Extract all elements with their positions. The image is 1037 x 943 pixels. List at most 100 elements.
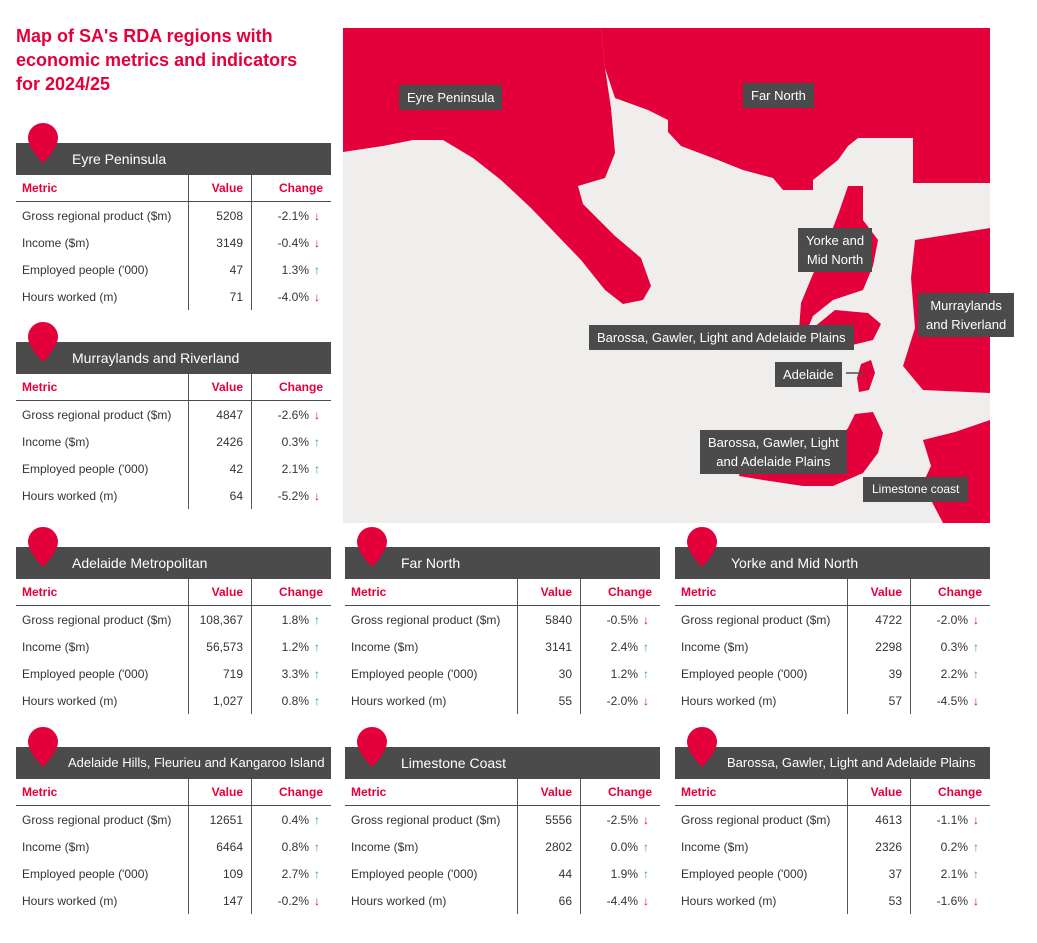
col-header-metric: Metric bbox=[345, 579, 518, 606]
arrow-up-icon: ↑ bbox=[314, 612, 320, 627]
metric-change-cell: 0.8% ↑ bbox=[251, 833, 331, 860]
metric-name: Hours worked (m) bbox=[681, 693, 777, 708]
metric-change: 0.2% bbox=[940, 839, 968, 854]
metric-name: Hours worked (m) bbox=[681, 893, 777, 908]
metric-value: 109 bbox=[188, 860, 252, 887]
metrics-rows: Gross regional product ($m) 5208 -2.1% ↓ Inc… bbox=[16, 201, 331, 310]
location-pin-icon bbox=[28, 527, 58, 567]
map-label-eyre-peninsula: Eyre Peninsula bbox=[399, 85, 503, 110]
metric-change: -2.0% bbox=[606, 693, 638, 708]
table-row: Hours worked (m) 1,027 0.8% ↑ bbox=[16, 687, 331, 714]
arrow-up-icon: ↑ bbox=[314, 262, 320, 277]
map-label-murraylands-riverland: Murraylands and Riverland bbox=[918, 293, 1015, 337]
metric-value: 147 bbox=[188, 887, 252, 914]
table-row: Employed people ('000) 39 2.2% ↑ bbox=[675, 660, 990, 687]
metric-value: 2802 bbox=[517, 833, 581, 860]
location-pin-icon bbox=[687, 727, 717, 767]
metrics-table: Metric Value Change Gross regional produ… bbox=[16, 374, 331, 509]
metric-name: Gross regional product ($m) bbox=[22, 208, 172, 223]
metric-name: Hours worked (m) bbox=[351, 893, 447, 908]
table-row: Employed people ('000) 719 3.3% ↑ bbox=[16, 660, 331, 687]
metric-value: 5556 bbox=[517, 805, 581, 833]
metric-change-cell: -2.0% ↓ bbox=[910, 605, 990, 633]
metrics-rows: Gross regional product ($m) 12651 0.4% ↑ Inc… bbox=[16, 805, 331, 914]
metric-change-cell: 2.7% ↑ bbox=[251, 860, 331, 887]
metric-value: 4722 bbox=[847, 605, 911, 633]
col-header-change: Change bbox=[910, 579, 990, 606]
arrow-down-icon: ↓ bbox=[973, 693, 979, 708]
metric-name: Gross regional product ($m) bbox=[22, 407, 172, 422]
adelaide-pointer-line bbox=[846, 372, 864, 374]
metric-change-cell: 0.4% ↑ bbox=[251, 805, 331, 833]
arrow-up-icon: ↑ bbox=[973, 666, 979, 681]
metric-change-cell: -2.5% ↓ bbox=[580, 805, 660, 833]
metric-change: -0.2% bbox=[277, 893, 309, 908]
col-header-change: Change bbox=[580, 579, 660, 606]
metric-change: -0.4% bbox=[277, 235, 309, 250]
metric-name: Income ($m) bbox=[22, 434, 90, 449]
metric-change-cell: -0.4% ↓ bbox=[251, 229, 331, 256]
col-header-metric: Metric bbox=[16, 374, 189, 401]
metric-name: Income ($m) bbox=[351, 639, 419, 654]
map-label-line: and Riverland bbox=[926, 317, 1007, 332]
metric-change-cell: 1.9% ↑ bbox=[580, 860, 660, 887]
metric-value: 3149 bbox=[188, 229, 252, 256]
arrow-up-icon: ↑ bbox=[314, 812, 320, 827]
arrow-down-icon: ↓ bbox=[973, 612, 979, 627]
table-row: Hours worked (m) 53 -1.6% ↓ bbox=[675, 887, 990, 914]
metric-value: 47 bbox=[188, 256, 252, 283]
metric-change-cell: -1.6% ↓ bbox=[910, 887, 990, 914]
region-card-title: Limestone Coast bbox=[345, 747, 660, 779]
location-pin-icon bbox=[28, 322, 58, 362]
table-row: Hours worked (m) 71 -4.0% ↓ bbox=[16, 283, 331, 310]
table-row: Income ($m) 2298 0.3% ↑ bbox=[675, 633, 990, 660]
arrow-up-icon: ↑ bbox=[973, 639, 979, 654]
map-label-line: Mid North bbox=[806, 252, 864, 267]
metric-name: Income ($m) bbox=[681, 639, 749, 654]
arrow-up-icon: ↑ bbox=[643, 866, 649, 881]
col-header-value: Value bbox=[517, 779, 581, 806]
col-header-value: Value bbox=[188, 374, 252, 401]
location-pin-icon bbox=[28, 727, 58, 767]
metric-name: Employed people ('000) bbox=[22, 666, 149, 681]
region-card: Eyre Peninsula Metric Value Change Gross… bbox=[16, 123, 331, 310]
col-header-metric: Metric bbox=[16, 579, 189, 606]
location-pin-icon bbox=[687, 527, 717, 567]
metric-value: 39 bbox=[847, 660, 911, 687]
map-label-line: and Adelaide Plains bbox=[716, 454, 831, 469]
rda-region-map: Eyre Peninsula Far North Yorke and Mid N… bbox=[343, 28, 1015, 523]
table-row: Gross regional product ($m) 5208 -2.1% ↓ bbox=[16, 201, 331, 229]
metric-change: 2.1% bbox=[281, 461, 309, 476]
metric-name: Employed people ('000) bbox=[22, 866, 149, 881]
region-card-title: Eyre Peninsula bbox=[16, 143, 331, 175]
metric-name: Hours worked (m) bbox=[351, 693, 447, 708]
arrow-down-icon: ↓ bbox=[973, 893, 979, 908]
arrow-up-icon: ↑ bbox=[973, 866, 979, 881]
region-card: Limestone Coast Metric Value Change Gros… bbox=[345, 727, 660, 914]
map-label-adelaide: Adelaide bbox=[775, 362, 842, 387]
metric-name: Gross regional product ($m) bbox=[351, 612, 501, 627]
table-row: Hours worked (m) 55 -2.0% ↓ bbox=[345, 687, 660, 714]
arrow-up-icon: ↑ bbox=[314, 434, 320, 449]
col-header-metric: Metric bbox=[675, 779, 848, 806]
table-row: Hours worked (m) 147 -0.2% ↓ bbox=[16, 887, 331, 914]
table-row: Hours worked (m) 66 -4.4% ↓ bbox=[345, 887, 660, 914]
metric-name: Hours worked (m) bbox=[22, 693, 118, 708]
arrow-down-icon: ↓ bbox=[314, 893, 320, 908]
col-header-change: Change bbox=[251, 374, 331, 401]
map-label-line: Yorke and bbox=[806, 233, 865, 248]
col-header-metric: Metric bbox=[16, 175, 189, 202]
map-label-barossa-lower: Barossa, Gawler, Light and Adelaide Plai… bbox=[700, 430, 847, 474]
region-card: Far North Metric Value Change Gross regi… bbox=[345, 527, 660, 714]
map-label-barossa-upper: Barossa, Gawler, Light and Adelaide Plai… bbox=[589, 325, 854, 350]
metric-change-cell: 3.3% ↑ bbox=[251, 660, 331, 687]
metric-value: 71 bbox=[188, 283, 252, 310]
metric-name: Gross regional product ($m) bbox=[681, 812, 831, 827]
metric-name: Gross regional product ($m) bbox=[22, 812, 172, 827]
map-label-line: Murraylands bbox=[930, 298, 1002, 313]
metric-change: -5.2% bbox=[277, 488, 309, 503]
metric-change: 0.3% bbox=[281, 434, 309, 449]
col-header-change: Change bbox=[251, 779, 331, 806]
metric-change: -4.0% bbox=[277, 289, 309, 304]
metric-change: 1.8% bbox=[281, 612, 309, 627]
